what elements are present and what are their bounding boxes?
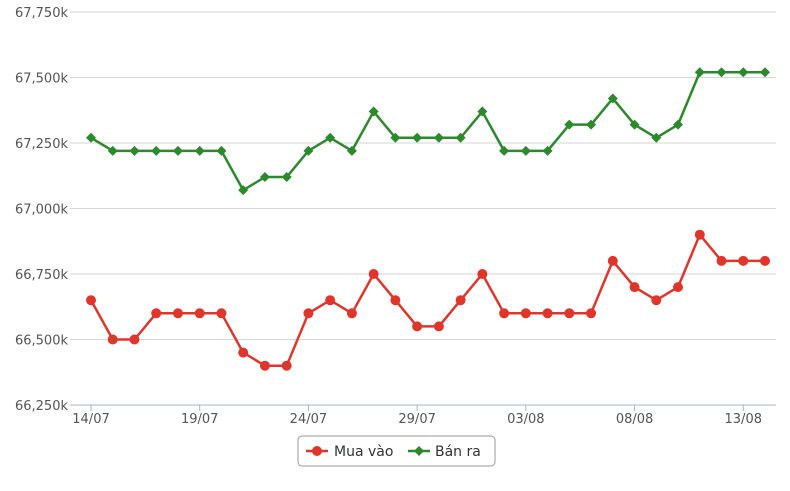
data-point-circle[interactable] [129,334,140,345]
data-point-diamond[interactable] [694,67,705,78]
y-tick-label: 67,500k [15,72,68,87]
data-point-circle[interactable] [499,308,510,319]
data-point-diamond[interactable] [738,67,749,78]
x-tick-label: 29/07 [398,412,435,427]
y-tick-label: 66,750k [15,268,68,283]
data-point-diamond[interactable] [259,172,270,183]
data-point-circle[interactable] [651,295,662,306]
data-point-diamond[interactable] [151,145,162,156]
grid-lines [70,11,776,406]
axes: 66,250k 66,500k 66,750k 67,000k 67,250k 67,50… [15,6,776,427]
data-point-diamond[interactable] [586,119,597,130]
data-point-circle[interactable] [325,295,336,306]
x-tick-label: 14/07 [72,412,109,427]
series-mua-vao [86,229,770,371]
y-tick-label: 66,250k [15,399,68,414]
data-point-circle[interactable] [303,308,314,319]
data-point-diamond[interactable] [673,119,684,130]
data-point-circle[interactable] [151,308,162,319]
y-tick-label: 66,500k [15,334,68,349]
x-tick-label: 24/07 [290,412,327,427]
data-point-circle[interactable] [238,347,249,358]
data-point-diamond[interactable] [564,119,575,130]
data-point-circle[interactable] [520,308,531,319]
data-point-circle[interactable] [346,308,357,319]
data-point-diamond[interactable] [281,172,292,183]
data-point-diamond[interactable] [238,185,249,196]
data-point-diamond[interactable] [542,145,553,156]
data-point-diamond[interactable] [346,145,357,156]
legend-label: Bán ra [435,444,481,460]
data-point-diamond[interactable] [194,145,205,156]
data-point-circle[interactable] [629,282,640,293]
data-point-circle[interactable] [281,360,292,371]
data-point-diamond[interactable] [107,145,118,156]
series-lines [86,67,770,371]
series-line [90,71,765,192]
legend-swatch-marker[interactable] [312,446,322,456]
y-tick-label: 67,000k [15,203,68,218]
series-line [89,233,765,367]
data-point-circle[interactable] [760,255,770,266]
legend-item-mua-vao[interactable]: Mua vào [306,444,393,460]
data-point-diamond[interactable] [760,67,770,78]
data-point-circle[interactable] [433,321,444,332]
data-point-diamond[interactable] [499,145,510,156]
data-point-diamond[interactable] [433,132,444,143]
data-point-diamond[interactable] [651,132,662,143]
data-point-circle[interactable] [107,334,118,345]
legend[interactable]: Mua vào Bán ra [297,435,496,467]
x-tick-label: 13/08 [725,412,762,427]
data-point-circle[interactable] [586,308,597,319]
data-point-circle[interactable] [172,308,183,319]
data-point-circle[interactable] [477,269,488,279]
data-point-diamond[interactable] [607,93,618,104]
data-point-diamond[interactable] [455,132,466,143]
data-point-circle[interactable] [455,295,466,306]
x-tick-label: 03/08 [507,412,544,427]
data-point-circle[interactable] [412,321,423,332]
x-tick-label: 19/07 [181,412,218,427]
x-tick-label: 08/08 [616,412,653,427]
data-point-diamond[interactable] [477,106,488,117]
data-point-circle[interactable] [216,308,227,319]
y-tick-label: 67,750k [15,6,68,21]
data-point-diamond[interactable] [216,145,227,156]
data-point-diamond[interactable] [520,145,531,156]
data-point-diamond[interactable] [86,132,96,143]
data-point-circle[interactable] [368,269,379,279]
data-point-circle[interactable] [86,295,96,306]
legend-item-ban-ra[interactable]: Bán ra [408,444,481,460]
data-point-circle[interactable] [716,255,727,266]
data-point-circle[interactable] [542,308,553,319]
data-point-circle[interactable] [673,282,684,293]
data-point-circle[interactable] [738,255,749,266]
data-point-circle[interactable] [564,308,575,319]
data-point-diamond[interactable] [368,106,379,117]
data-point-diamond[interactable] [129,145,140,156]
data-point-circle[interactable] [607,255,618,266]
data-point-circle[interactable] [194,308,205,319]
legend-label: Mua vào [334,444,393,460]
legend-box [297,435,496,467]
series-ban-ra [86,67,770,196]
data-point-diamond[interactable] [716,67,727,78]
data-point-circle[interactable] [694,229,705,240]
data-point-diamond[interactable] [629,119,640,130]
data-point-circle[interactable] [259,360,270,371]
data-point-diamond[interactable] [325,132,336,143]
data-point-diamond[interactable] [390,132,401,143]
data-point-diamond[interactable] [172,145,183,156]
data-point-circle[interactable] [390,295,401,306]
y-tick-label: 67,250k [15,137,68,152]
legend-swatch-marker[interactable] [414,446,424,456]
data-point-diamond[interactable] [412,132,423,143]
data-point-diamond[interactable] [303,145,314,156]
